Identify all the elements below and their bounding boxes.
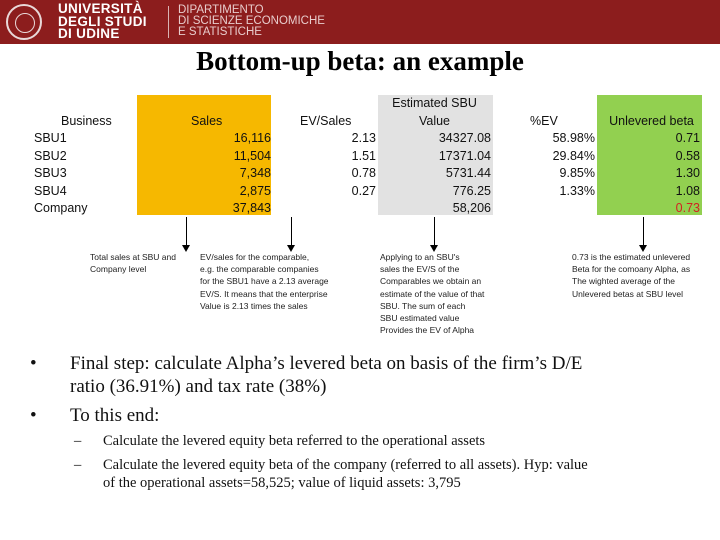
sbu-value-header-line: Value: [418, 113, 451, 128]
sbu-value-header-line: Estimated SBU: [392, 96, 477, 110]
note-line: EV/sales for the comparable,: [200, 252, 310, 262]
bullet-line: Final step: calculate Alpha’s levered be…: [70, 353, 583, 374]
sales-cell: 7,348: [239, 166, 271, 180]
ev-sales-cell: 1.51: [351, 148, 376, 163]
sbu-value-column: Estimated SBU Value 34327.08 17371.04 57…: [378, 95, 491, 215]
pct-ev-column: %EV 58.98% 29.84% 9.85% 1.33%: [520, 95, 595, 215]
sbu-value-cell: 776.25: [452, 183, 491, 198]
header-divider: [168, 6, 169, 38]
ev-sales-column: EV/Sales 2.13 1.51 0.78 0.27: [280, 95, 376, 215]
sales-header: Sales: [191, 113, 223, 128]
note-line: SBU. The sum of each: [380, 300, 466, 311]
sales-cell: 2,875: [239, 183, 271, 198]
note-line: Provides the EV of Alpha: [380, 325, 475, 336]
bullet-line: To this end:: [70, 405, 160, 426]
slide-title: Bottom-up beta: an example: [196, 46, 524, 76]
unlevered-beta-cell: 0.58: [675, 148, 700, 163]
sbu-value-note: Applying to an SBU's sales the EV/S of t…: [380, 251, 510, 336]
department-line: DI SCIENZE ECONOMICHE: [178, 15, 325, 27]
sub-bullet-line: Calculate the levered equity beta of the…: [103, 457, 588, 473]
ev-sales-cell: 0.27: [351, 183, 376, 198]
note-line: Applying to an SBU's: [380, 252, 460, 262]
sales-note: Total sales at SBU and Company level: [90, 251, 200, 275]
note-line: Beta for the comoany Alpha, as: [572, 264, 691, 275]
unlevered-beta-cell: 1.08: [675, 183, 700, 198]
sub-bullet-line: Calculate the levered equity beta referr…: [103, 433, 486, 449]
unlevered-beta-column-background: [597, 95, 702, 215]
pct-ev-cell: 58.98%: [552, 131, 595, 145]
note-line: for the SBU1 have a 2.13 average: [200, 276, 329, 287]
sbu-value-cell: 58,206: [452, 201, 491, 215]
university-name: UNIVERSITÀ DEGLI STUDI DI UDINE: [58, 1, 147, 41]
unlevered-beta-header: Unlevered beta: [609, 113, 694, 128]
note-line: Unlevered betas at SBU level: [572, 288, 684, 299]
business-cell: Company: [34, 201, 88, 215]
bullet-icon: •: [30, 405, 37, 426]
note-line: Company level: [90, 264, 147, 275]
sbu-value-column-background: [378, 95, 493, 215]
unlevered-beta-cell: 1.30: [675, 166, 700, 180]
sales-note-arrow: [182, 217, 190, 252]
department-name: DIPARTIMENTO DI SCIENZE ECONOMICHE E STA…: [178, 4, 325, 38]
sales-column-background: [137, 95, 271, 215]
note-line: e.g. the comparable companies: [200, 264, 319, 275]
note-line: 0.73 is the estimated unlevered: [572, 252, 691, 262]
note-line: The wighted average of the: [572, 276, 676, 287]
sub-bullet-item: – Calculate the levered equity beta refe…: [74, 432, 708, 450]
pct-ev-cell: 29.84%: [552, 148, 595, 163]
ev-sales-cell: 0.78: [351, 166, 376, 180]
beta-note-arrow: [639, 217, 647, 252]
bullet-icon: •: [30, 353, 37, 374]
sales-cell: 11,504: [233, 148, 271, 163]
sbu-value-cell: 17371.04: [438, 148, 491, 163]
university-seal-logo: [6, 4, 42, 40]
sub-bullet-line: of the operational assets=58,525; value …: [103, 475, 461, 491]
pct-ev-header: %EV: [530, 113, 558, 128]
business-cell: SBU4: [34, 183, 67, 198]
business-cell: SBU2: [34, 148, 67, 163]
ev-sales-cell: 2.13: [351, 131, 376, 145]
business-column: Business SBU1 SBU2 SBU3 SBU4 Company: [34, 95, 124, 216]
note-line: Comparables we obtain an: [380, 276, 482, 287]
bullet-item: • To this end:: [30, 404, 710, 427]
header-banner: UNIVERSITÀ DEGLI STUDI DI UDINE DIPARTIM…: [0, 0, 720, 44]
sbu-value-cell: 34327.08: [438, 131, 491, 145]
ev-sales-header: EV/Sales: [300, 113, 352, 128]
note-line: sales the EV/S of the: [380, 264, 460, 275]
unlevered-beta-cell: 0.71: [675, 131, 700, 145]
bullet-line: ratio (36.91%) and tax rate (38%): [70, 376, 327, 397]
university-line: DEGLI STUDI: [58, 13, 147, 29]
sbu-value-cell: 5731.44: [445, 166, 491, 180]
ev-sales-note-arrow: [287, 217, 295, 252]
company-unlevered-beta-cell: 0.73: [675, 201, 700, 215]
ev-sales-note: EV/sales for the comparable, e.g. the co…: [200, 251, 360, 312]
pct-ev-cell: 1.33%: [559, 183, 595, 198]
sub-bullet-item: – Calculate the levered equity beta of t…: [74, 456, 708, 492]
business-header: Business: [61, 113, 112, 128]
sales-cell: 37,843: [232, 201, 271, 215]
unlevered-beta-column: Unlevered beta 0.71 0.58 1.30 1.08 0.73: [597, 95, 700, 216]
bullet-item: • Final step: calculate Alpha’s levered …: [30, 352, 710, 398]
note-line: EV/S. It means that the enterprise: [200, 288, 328, 299]
note-line: estimate of the value of that: [380, 288, 485, 299]
department-line: E STATISTICHE: [178, 26, 262, 38]
dash-icon: –: [74, 457, 82, 473]
business-cell: SBU1: [34, 131, 67, 145]
sbu-value-note-arrow: [430, 217, 438, 252]
pct-ev-cell: 9.85%: [559, 166, 595, 180]
university-line: UNIVERSITÀ: [58, 1, 143, 16]
note-line: SBU estimated value: [380, 313, 460, 324]
dash-icon: –: [74, 433, 82, 449]
note-line: Value is 2.13 times the sales: [200, 300, 308, 311]
sales-column: Sales 16,116 11,504 7,348 2,875 37,843: [137, 95, 271, 216]
university-line: DI UDINE: [58, 26, 120, 41]
sales-cell: 16,116: [233, 131, 271, 145]
beta-note: 0.73 is the estimated unlevered Beta for…: [572, 251, 718, 300]
note-line: Total sales at SBU and: [90, 252, 176, 262]
department-line: DIPARTIMENTO: [178, 4, 264, 16]
business-cell: SBU3: [34, 166, 67, 180]
